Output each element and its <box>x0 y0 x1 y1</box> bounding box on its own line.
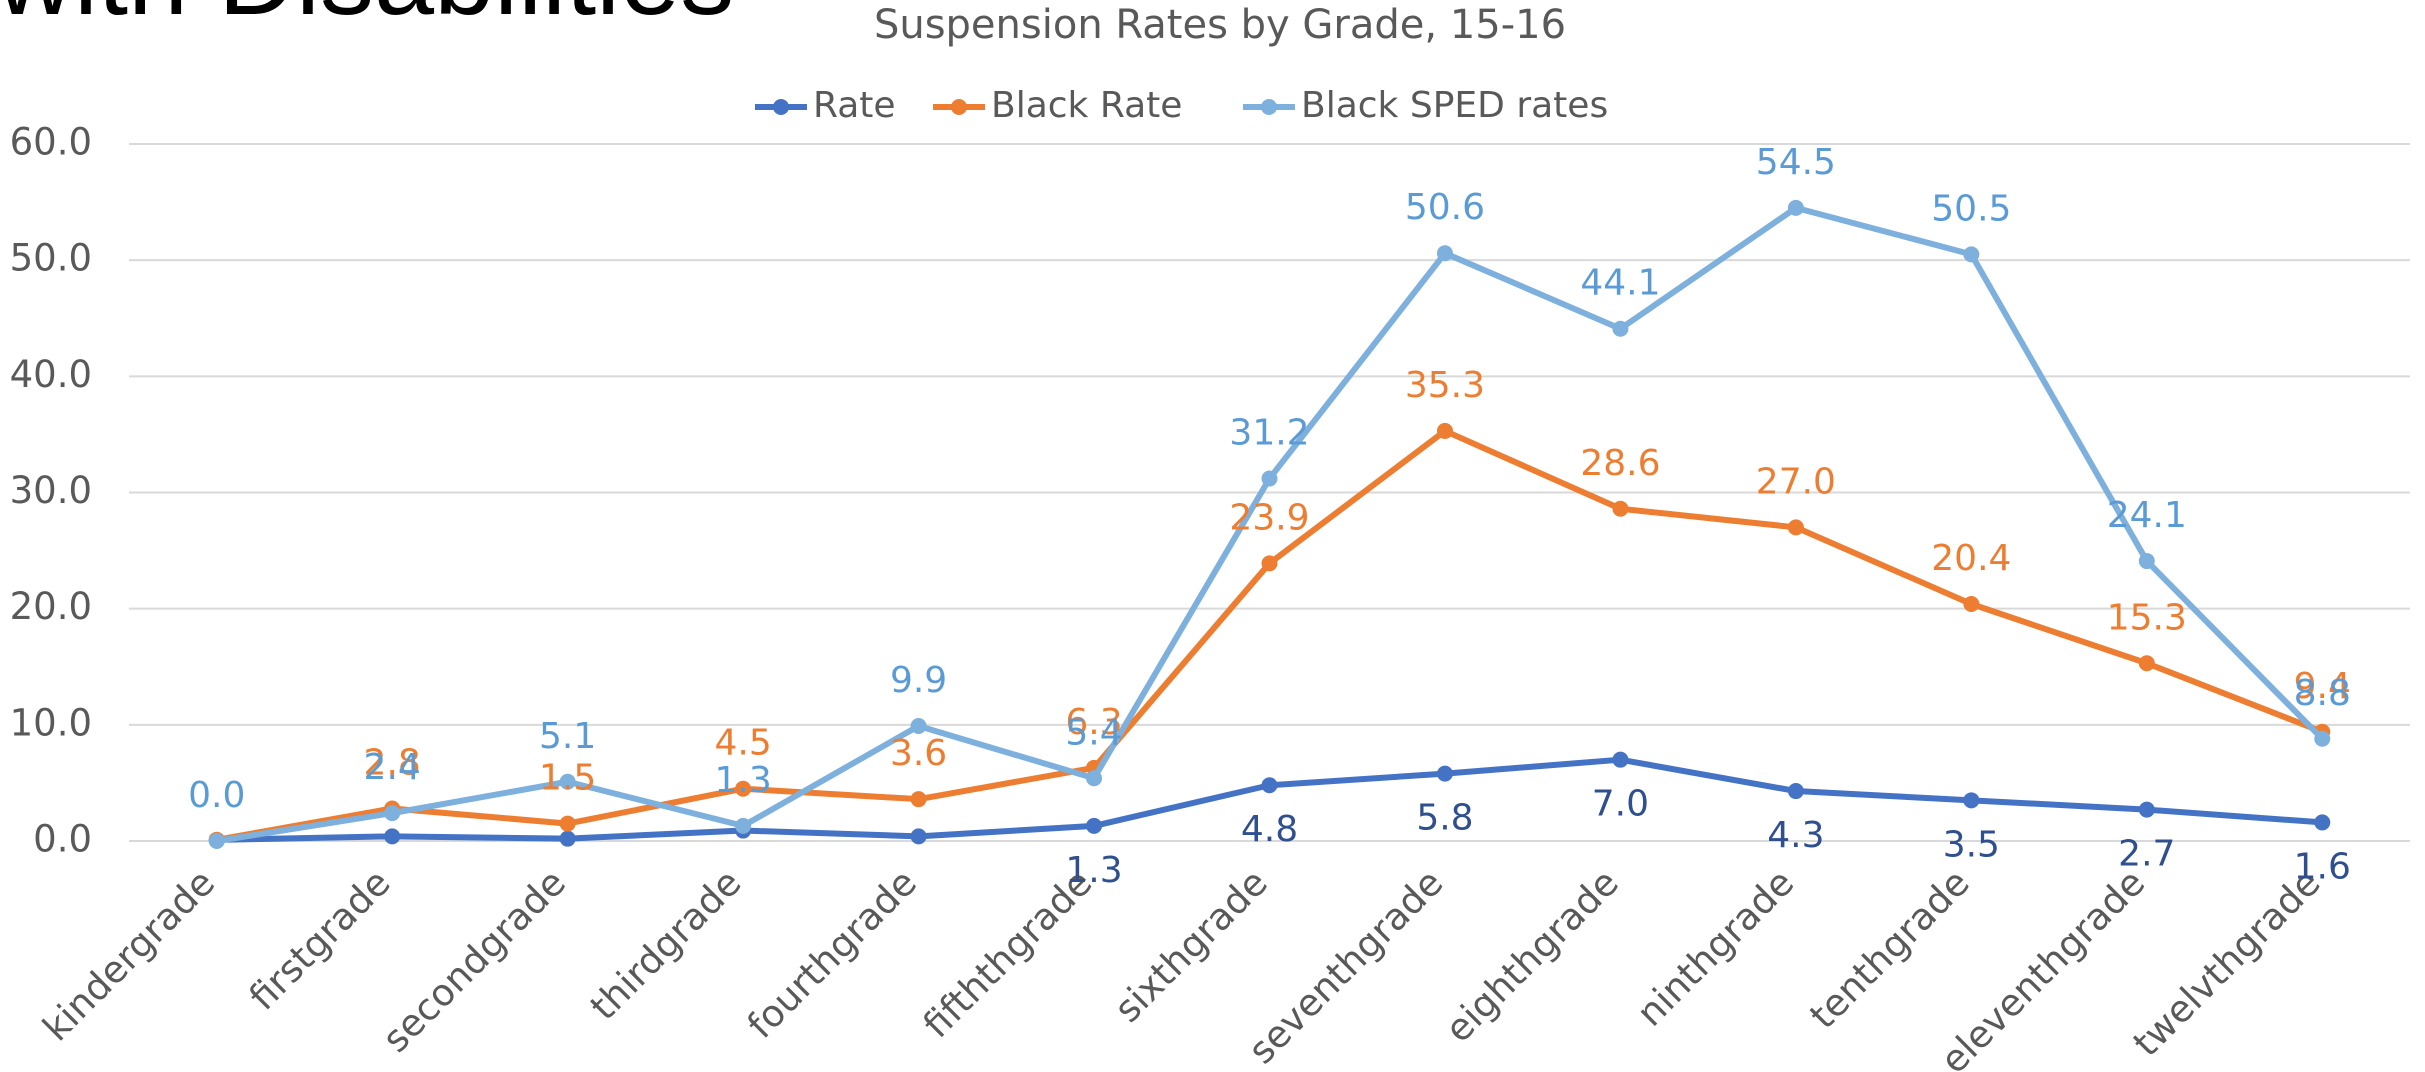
data-label: 8.8 <box>2294 673 2351 714</box>
data-label: 4.3 <box>1767 815 1824 856</box>
y-tick-label: 0.0 <box>33 818 92 861</box>
data-point <box>1963 246 1980 263</box>
data-point <box>559 815 576 832</box>
data-label: 54.5 <box>1756 142 1836 183</box>
data-label: 0.0 <box>188 775 245 816</box>
data-point <box>2314 730 2331 747</box>
data-point <box>384 828 401 845</box>
legend: Rate Black Rate Black SPED rates <box>755 85 1608 126</box>
data-label: 23.9 <box>1229 497 1309 538</box>
data-point <box>1787 199 1804 216</box>
data-label: 5.8 <box>1416 798 1473 839</box>
y-tick-label: 60.0 <box>10 121 92 164</box>
x-tick-label: tenthgrade <box>1801 861 1977 1037</box>
data-point <box>1261 555 1278 572</box>
data-label: 2.7 <box>2118 834 2175 875</box>
data-label: 7.0 <box>1592 784 1649 825</box>
legend-marker <box>951 99 967 115</box>
data-point <box>559 830 576 847</box>
data-label: 4.8 <box>1241 809 1298 850</box>
data-point <box>735 780 752 797</box>
data-label: 4.5 <box>714 723 771 764</box>
data-label: 2.4 <box>364 747 421 788</box>
x-tick-label: thirdgrade <box>582 861 750 1029</box>
data-point <box>1436 422 1453 439</box>
data-label: 6.3 <box>1065 702 1122 743</box>
data-point <box>559 773 576 790</box>
data-label: 1.3 <box>714 760 771 801</box>
page-heading: with Disabilities <box>0 0 734 37</box>
data-label: 24.1 <box>2107 495 2187 536</box>
legend-label: Black Rate <box>991 85 1182 126</box>
data-point <box>910 791 927 808</box>
data-point <box>208 833 225 849</box>
data-label: 2.8 <box>364 742 421 783</box>
data-label: 1.3 <box>1065 850 1122 891</box>
data-label: 35.3 <box>1405 365 1485 406</box>
y-tick-label: 50.0 <box>10 237 92 280</box>
y-tick-label: 30.0 <box>10 469 92 512</box>
data-point <box>2138 655 2155 672</box>
data-point <box>1436 765 1453 782</box>
x-tick-label: ninthgrade <box>1628 861 1802 1035</box>
data-label: 3.6 <box>890 733 947 774</box>
data-point <box>1963 792 1980 809</box>
data-point <box>1787 783 1804 800</box>
x-tick-label: fourthgrade <box>739 861 925 1047</box>
data-label: 15.3 <box>2107 597 2187 638</box>
data-point <box>910 717 927 734</box>
data-label: 1.5 <box>539 758 596 799</box>
data-point <box>1261 470 1278 487</box>
data-label: 27.0 <box>1756 461 1836 502</box>
data-point <box>1261 777 1278 794</box>
data-label: 28.6 <box>1580 443 1660 484</box>
y-tick-label: 40.0 <box>10 353 92 396</box>
data-point <box>1436 245 1453 262</box>
data-point <box>1612 500 1629 517</box>
x-tick-label: secondgrade <box>374 861 574 1061</box>
data-label: 50.5 <box>1931 188 2011 229</box>
data-label: 44.1 <box>1580 263 1660 304</box>
data-point <box>384 805 401 822</box>
data-label: 31.2 <box>1229 413 1309 454</box>
chart-title: Suspension Rates by Grade, 15-16 <box>874 2 1566 48</box>
data-point <box>1612 751 1629 768</box>
data-point <box>2138 801 2155 818</box>
data-point <box>2138 553 2155 570</box>
data-label: 9.4 <box>2294 666 2351 707</box>
legend-label: Rate <box>813 85 896 126</box>
data-point <box>1086 817 1103 834</box>
data-label: 9.9 <box>890 660 947 701</box>
data-label: 50.6 <box>1405 187 1485 228</box>
x-tick-label: sixthgrade <box>1106 861 1276 1031</box>
x-tick-label: kindergrade <box>35 861 224 1050</box>
legend-marker <box>773 99 789 115</box>
data-point <box>1787 519 1804 536</box>
data-point <box>1963 596 1980 613</box>
x-tick-label: eighthgrade <box>1437 861 1627 1051</box>
data-label: 5.1 <box>539 716 596 757</box>
data-point <box>910 828 927 845</box>
x-tick-label: twelvthgrade <box>2125 861 2329 1065</box>
data-point <box>1086 770 1103 787</box>
data-label: 5.4 <box>1065 712 1122 753</box>
data-label: 1.6 <box>2294 846 2351 887</box>
data-point <box>1612 320 1629 337</box>
x-tick-label: firstgrade <box>241 861 399 1019</box>
data-label: 20.4 <box>1931 538 2011 579</box>
y-tick-label: 10.0 <box>10 701 92 744</box>
y-tick-label: 20.0 <box>10 585 92 628</box>
data-point <box>735 817 752 834</box>
data-label: 3.5 <box>1943 824 2000 865</box>
legend-label: Black SPED rates <box>1301 85 1608 126</box>
data-point <box>2314 814 2331 831</box>
legend-marker <box>1261 99 1277 115</box>
